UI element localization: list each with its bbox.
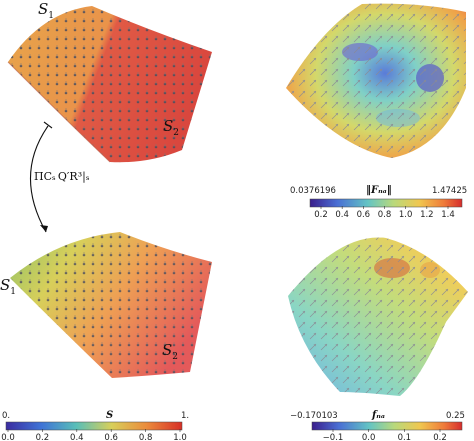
colorbar-fna-normal-tick-label: 0.0 xyxy=(362,433,376,441)
colorbar-s-tick-label: 0.4 xyxy=(70,433,84,441)
label-s1-bottom: S1 xyxy=(0,276,16,297)
colorbar-fna-tick-label: 1.2 xyxy=(420,210,434,220)
colorbar-s-tick-label: 0.6 xyxy=(104,433,118,441)
colorbar-fna-tick-label: 0.6 xyxy=(357,210,371,220)
colorbar-fna-normal-max: 0.25 xyxy=(446,411,465,421)
colorbar-fna-tick-label: 1.4 xyxy=(441,210,455,220)
surface-top-right xyxy=(286,3,466,158)
mapping-arrow xyxy=(29,121,53,233)
colorbar-fna-tick-label: 0.2 xyxy=(314,210,328,220)
colorbar-s-tick-label: 0.2 xyxy=(36,433,50,441)
colorbar-fna-normal-tick-label: −0.1 xyxy=(323,433,344,441)
colorbar-s-min: 0. xyxy=(2,411,10,421)
colorbar-fna-normal-title: fₙₐ xyxy=(371,410,385,421)
colorbar-s: 0. S 1. 0.0 0.2 0.4 0.6 0.8 1.0 xyxy=(1,410,189,441)
colorbar-fna-normal-tick-label: 0.2 xyxy=(433,433,447,441)
colorbar-fna: 0.0376196 ‖Fₙₐ‖ 1.47425 0.2 0.4 0.6 0.8 1.0 1… xyxy=(290,185,467,220)
label-s2-top: S2 xyxy=(163,117,179,138)
colorbar-fna-min: 0.0376196 xyxy=(290,186,336,196)
colorbar-fna-tick-label: 0.8 xyxy=(378,210,392,220)
colorbar-s-title: S xyxy=(106,410,113,421)
colorbar-s-tick-label: 0.8 xyxy=(139,433,153,441)
surface-bottom-right xyxy=(288,237,468,396)
colorbar-fna-tick-label: 0.4 xyxy=(335,210,349,220)
colorbar-s-max: 1. xyxy=(181,411,189,421)
colorbar-fna-title: ‖Fₙₐ‖ xyxy=(366,185,392,196)
mapping-label: ΠCₛ Q′R³|ₛ xyxy=(34,170,90,184)
surface-top-left xyxy=(7,6,212,163)
colorbar-fna-normal: −0.170103 fₙₐ 0.25 −0.1 0.0 0.1 0.2 xyxy=(290,410,465,441)
surface-bottom-left xyxy=(10,232,212,378)
label-s1-top: S1 xyxy=(38,0,54,21)
colorbar-fna-normal-min: −0.170103 xyxy=(290,411,338,421)
colorbar-fna-max: 1.47425 xyxy=(432,186,467,196)
colorbar-fna-normal-tick-label: 0.1 xyxy=(398,433,412,441)
colorbar-fna-tick-label: 1.0 xyxy=(399,210,413,220)
label-s2-bottom: S2 xyxy=(162,341,178,362)
colorbar-s-tick-label: 1.0 xyxy=(173,433,187,441)
colorbar-s-tick-label: 0.0 xyxy=(1,433,15,441)
